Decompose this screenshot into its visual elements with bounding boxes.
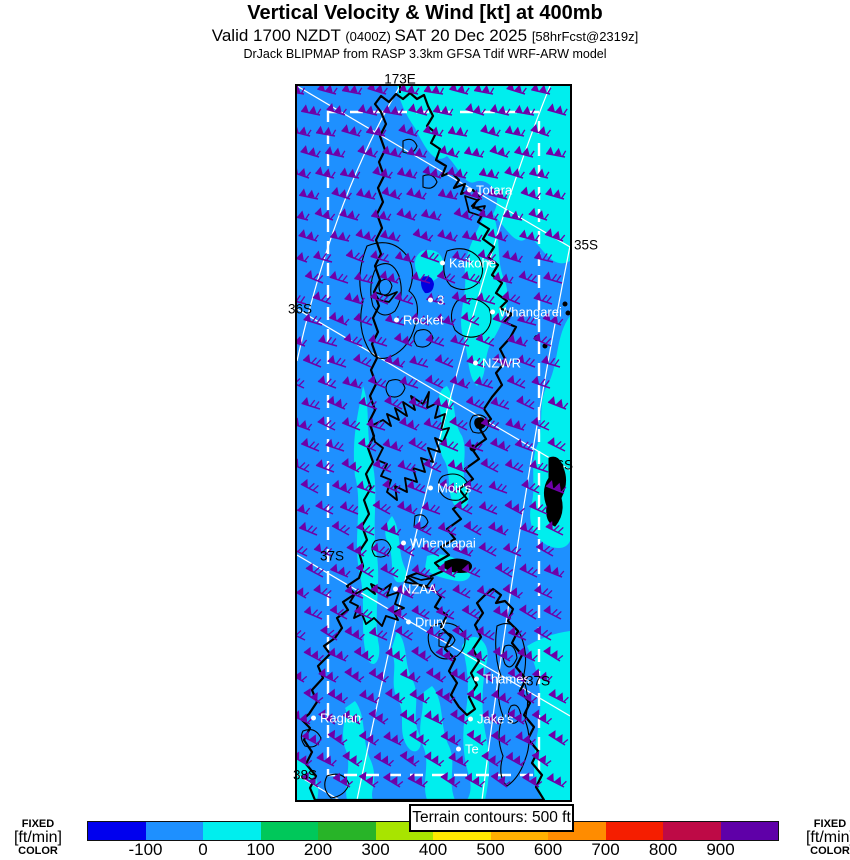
valid-time-line: Valid 1700 NZDT (0400Z) SAT 20 Dec 2025 … — [0, 26, 850, 46]
colorbar-tick-value: 800 — [648, 840, 678, 859]
graticule-label: 36S — [287, 301, 313, 317]
colorbar-segment — [663, 822, 721, 840]
colorbar-tick-labels: -100 0 100 200 300 400 500 600 700 800 900 — [88, 840, 778, 860]
fixed-label: FIXED — [21, 818, 55, 830]
colorbar-tick-value: 500 — [476, 840, 505, 859]
colorbar-segment — [318, 822, 376, 840]
fixed-color-label-left: FIXED [ft/min] COLOR — [0, 819, 76, 857]
header: Vertical Velocity & Wind [kt] at 400mb V… — [0, 2, 850, 61]
colorbar-tick-value: -100 — [128, 840, 163, 859]
colorbar-tick-value: 100 — [246, 840, 275, 859]
colorbar-segment — [88, 822, 146, 840]
graticule-label: 38S — [292, 767, 318, 783]
colorbar-tick-value: 200 — [303, 840, 333, 859]
forecast-info: [58hrFcst@2319z] — [531, 29, 639, 44]
colorbar-segment — [145, 822, 203, 840]
color-label: COLOR — [18, 845, 58, 857]
colorbar-tick-value: 0 — [198, 840, 208, 859]
fixed-label: FIXED — [813, 818, 847, 830]
colorbar-segment — [203, 822, 261, 840]
graticule-label: 173E — [384, 71, 416, 87]
graticule-label: 36S — [548, 457, 574, 473]
weather-map — [297, 86, 570, 800]
colorbar-tick-value: 900 — [706, 840, 735, 859]
page-title: Vertical Velocity & Wind [kt] at 400mb — [247, 2, 603, 24]
graticule-label: 37S — [525, 673, 551, 689]
map-area: Totara Kaikohe 3 Rocket Whangarei NZWR Moir's W… — [295, 84, 572, 802]
terrain-contour-note: Terrain contours: 500 ft — [409, 804, 574, 832]
valid-date: SAT 20 Dec 2025 — [394, 26, 532, 45]
colorbar-tick-value: 300 — [361, 840, 390, 859]
units-label: [ft/min] — [13, 829, 62, 846]
colorbar-segment — [605, 822, 663, 840]
sink-patch — [421, 276, 434, 294]
colorbar-tick-value: 600 — [533, 840, 563, 859]
valid-utc: (0400Z) — [345, 29, 395, 44]
valid-prefix: Valid 1700 NZDT — [211, 26, 346, 45]
units-label: [ft/min] — [805, 829, 850, 846]
graticule-label: 35S — [573, 237, 599, 253]
colorbar-tick-value: 400 — [418, 840, 448, 859]
fixed-color-label-right: FIXED [ft/min] COLOR — [792, 819, 850, 857]
graticule-label: 37S — [319, 548, 345, 564]
colorbar-tick-value: 700 — [591, 840, 620, 859]
colorbar-segment — [720, 822, 778, 840]
color-label: COLOR — [810, 845, 850, 857]
model-line: DrJack BLIPMAP from RASP 3.3km GFSA Tdif… — [243, 46, 607, 61]
colorbar-segment — [260, 822, 318, 840]
